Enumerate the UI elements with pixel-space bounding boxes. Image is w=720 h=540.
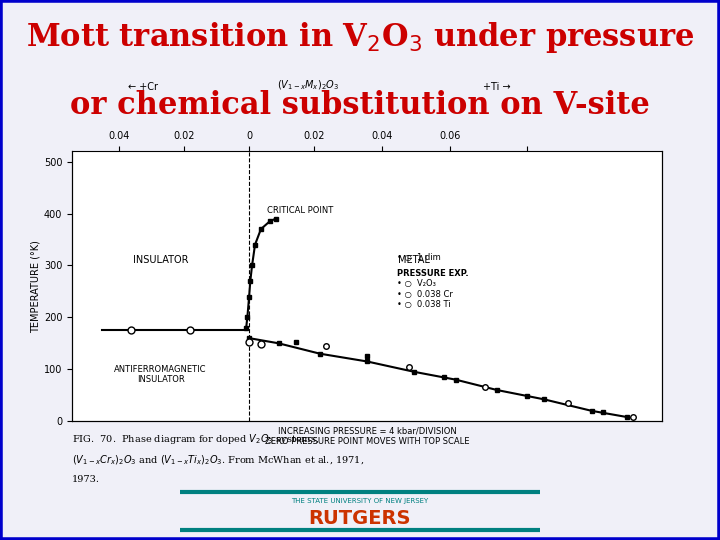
Text: FIG.  70.  Phase diagram for doped $V_2O_3$ systems,: FIG. 70. Phase diagram for doped $V_2O_3… bbox=[72, 432, 319, 446]
Text: CRITICAL POINT: CRITICAL POINT bbox=[267, 206, 333, 215]
Text: RUTGERS: RUTGERS bbox=[309, 509, 411, 528]
Text: ← +Cr: ← +Cr bbox=[128, 82, 158, 92]
Y-axis label: TEMPERATURE (°K): TEMPERATURE (°K) bbox=[31, 240, 41, 333]
Text: Mott transition in V$_2$O$_3$ under pressure: Mott transition in V$_2$O$_3$ under pres… bbox=[26, 21, 694, 55]
Text: INSULATOR: INSULATOR bbox=[132, 255, 189, 265]
Text: 1973.: 1973. bbox=[72, 475, 100, 484]
Text: +Ti →: +Ti → bbox=[483, 82, 511, 92]
Text: or chemical substitution on V-site: or chemical substitution on V-site bbox=[70, 90, 650, 122]
Text: • ○  1 dim: • ○ 1 dim bbox=[397, 253, 441, 262]
Text: • ○  0.038 Cr: • ○ 0.038 Cr bbox=[397, 289, 453, 299]
Text: THE STATE UNIVERSITY OF NEW JERSEY: THE STATE UNIVERSITY OF NEW JERSEY bbox=[292, 498, 428, 504]
X-axis label: INCREASING PRESSURE = 4 kbar/DIVISION
ZERO PRESSURE POINT MOVES WITH TOP SCALE: INCREASING PRESSURE = 4 kbar/DIVISION ZE… bbox=[265, 427, 469, 446]
Text: $(V_{1-x}Cr_x)_2O_3$ and $(V_{1-x}Ti_x)_2O_3$. From McWhan et al., 1971,: $(V_{1-x}Cr_x)_2O_3$ and $(V_{1-x}Ti_x)_… bbox=[72, 454, 364, 467]
Text: • ○  0.038 Ti: • ○ 0.038 Ti bbox=[397, 300, 450, 309]
Text: ANTIFERROMAGNETIC
INSULATOR: ANTIFERROMAGNETIC INSULATOR bbox=[114, 364, 207, 384]
Text: • ○  V₂O₃: • ○ V₂O₃ bbox=[397, 279, 436, 288]
Text: $(V_{1-x}M_x)_2O_3$: $(V_{1-x}M_x)_2O_3$ bbox=[277, 78, 339, 92]
Text: PRESSURE EXP.: PRESSURE EXP. bbox=[397, 269, 468, 278]
Text: METAL: METAL bbox=[398, 255, 431, 265]
